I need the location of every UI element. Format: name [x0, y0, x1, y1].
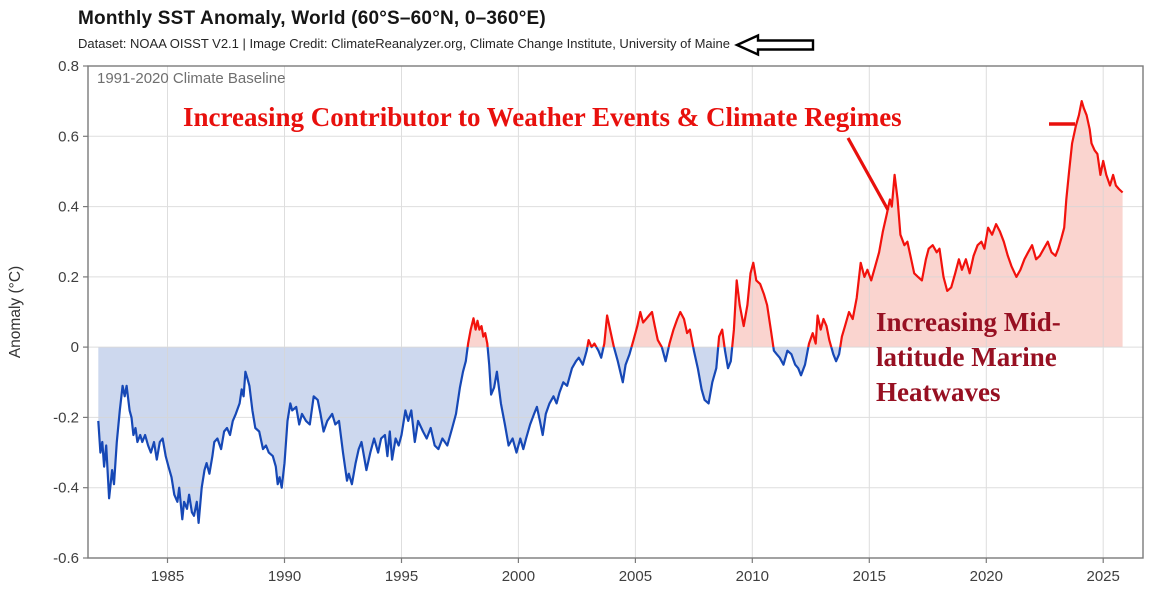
svg-text:0.2: 0.2: [58, 269, 79, 286]
page-title: Monthly SST Anomaly, World (60°S–60°N, 0…: [78, 8, 546, 29]
svg-text:0.4: 0.4: [58, 199, 79, 216]
gridlines: [88, 65, 1143, 559]
left-block-arrow-icon: [734, 33, 815, 57]
y-axis-title: Anomaly (°C): [7, 266, 24, 358]
baseline-period-note: 1991-2020 Climate Baseline: [97, 70, 286, 87]
svg-text:0.6: 0.6: [58, 128, 79, 145]
svg-text:-0.6: -0.6: [53, 550, 79, 567]
plot-border: [87, 65, 1144, 559]
anomaly-area-fills: [98, 101, 1123, 523]
svg-text:-0.2: -0.2: [53, 409, 79, 426]
heatwave-annotation-line2: latitude Marine: [876, 342, 1057, 372]
svg-text:1985: 1985: [151, 568, 184, 585]
tick-marks: [83, 65, 1104, 563]
credit-subtitle: Dataset: NOAA OISST V2.1 | Image Credit:…: [78, 36, 730, 51]
svg-text:2025: 2025: [1087, 568, 1120, 585]
x-axis-tick-labels: 1985 1990 1995 2000 2005 2010 2015 2020 2025: [151, 568, 1120, 585]
sst-line-positive: [466, 100, 1124, 348]
svg-text:2005: 2005: [619, 568, 652, 585]
annotation-callout-lines: [846, 122, 1075, 211]
contributor-annotation: Increasing Contributor to Weather Events…: [183, 102, 902, 132]
y-axis-tick-labels: 0.8 0.6 0.4 0.2 0 -0.2 -0.4 -0.6: [53, 58, 79, 567]
heatwave-annotation-line3: Heatwaves: [876, 377, 1001, 407]
svg-text:2000: 2000: [502, 568, 535, 585]
svg-text:0.8: 0.8: [58, 58, 79, 75]
callout-line-2016-peak: [846, 137, 890, 211]
svg-text:2010: 2010: [736, 568, 769, 585]
svg-text:2015: 2015: [853, 568, 886, 585]
positive-anomaly-fill: [98, 101, 1123, 348]
svg-text:1995: 1995: [385, 568, 418, 585]
svg-text:1990: 1990: [268, 568, 301, 585]
svg-text:-0.4: -0.4: [53, 480, 79, 497]
sst-line-negative: [97, 347, 842, 524]
heatwave-annotation-line1: Increasing Mid-: [876, 307, 1061, 337]
svg-text:2020: 2020: [970, 568, 1003, 585]
negative-anomaly-fill: [98, 347, 841, 523]
heatwave-annotation: Increasing Mid- latitude Marine Heatwave…: [876, 305, 1061, 410]
svg-text:0: 0: [71, 339, 79, 356]
